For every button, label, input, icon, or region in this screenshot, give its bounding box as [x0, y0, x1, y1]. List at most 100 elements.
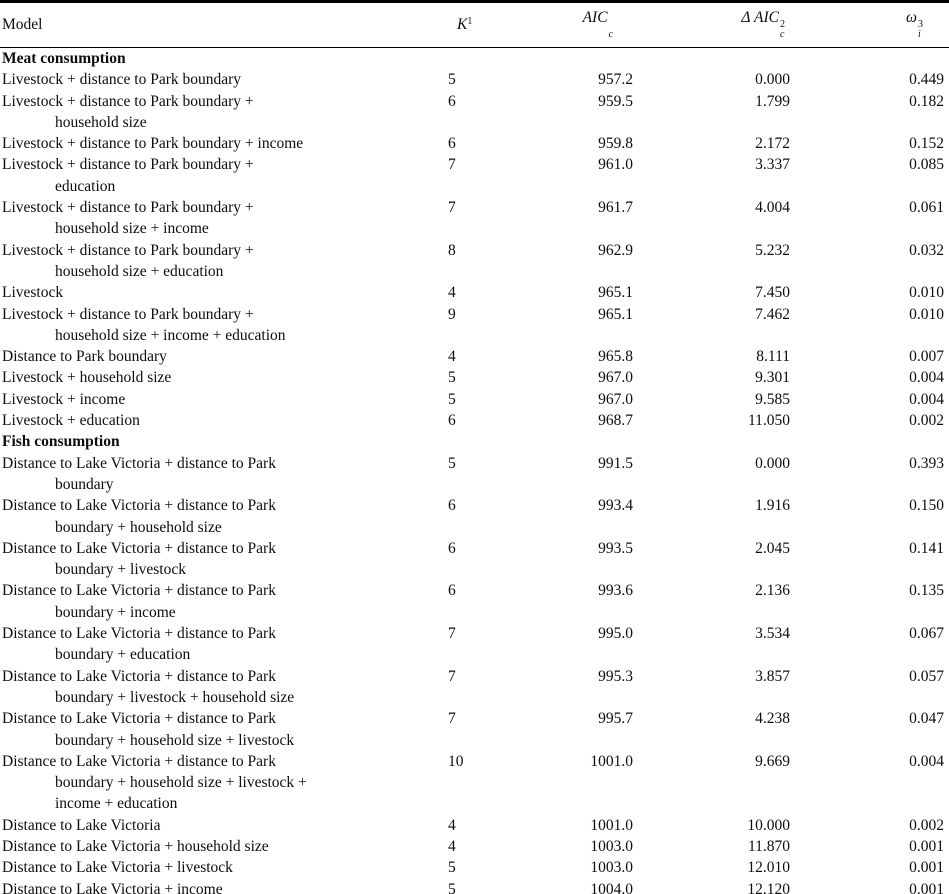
aicc-cell: 957.2 — [598, 71, 633, 89]
model-cell: Distance to Lake Victoria + income — [2, 880, 223, 894]
aicc-cell: 967.0 — [598, 369, 633, 387]
weight-cell: 0.141 — [909, 539, 944, 557]
aicc-cell: 959.5 — [598, 92, 633, 110]
table-row: Distance to Lake Victoria + livestock 5 … — [0, 857, 949, 878]
table-row: Distance to Lake Victoria + distance to … — [0, 751, 949, 815]
table-row: Distance to Lake Victoria + distance to … — [0, 666, 949, 709]
aicc-cell: 993.5 — [598, 539, 633, 557]
weight-cell: 0.002 — [909, 412, 944, 430]
aicc-cell: 993.4 — [598, 497, 633, 515]
table-row: Livestock 4 965.1 7.450 0.010 — [0, 282, 949, 303]
aicc-cell: 991.5 — [598, 454, 633, 472]
delta-footnote-marker: 2 — [780, 19, 785, 30]
model-cell: Livestock + distance to Park boundary + … — [2, 92, 254, 131]
model-cell: Distance to Lake Victoria + distance to … — [2, 625, 276, 664]
weight-cell: 0.182 — [909, 92, 944, 110]
model-cell: Distance to Park boundary — [2, 348, 167, 366]
table-body: Meat consumption Livestock + distance to… — [0, 48, 949, 894]
k-cell: 6 — [448, 92, 456, 110]
delta-aicc-cell: 9.301 — [755, 369, 790, 387]
weight-cell: 0.001 — [909, 859, 944, 877]
delta-aicc-cell: 10.000 — [747, 816, 790, 834]
weight-header-label: ω — [906, 9, 917, 26]
table-row: Distance to Lake Victoria + household si… — [0, 836, 949, 857]
column-header-k: K1 — [446, 3, 490, 48]
weight-cell: 0.032 — [909, 241, 944, 259]
aicc-header-label: AIC — [582, 9, 608, 26]
weight-cell: 0.007 — [909, 348, 944, 366]
k-cell: 5 — [448, 369, 456, 387]
aicc-cell: 967.0 — [598, 390, 633, 408]
column-header-model: Model — [0, 3, 446, 48]
k-cell: 5 — [448, 859, 456, 877]
table-row: Livestock + education 6 968.7 11.050 0.0… — [0, 410, 949, 431]
table-row: Livestock + household size 5 967.0 9.301… — [0, 367, 949, 388]
k-cell: 9 — [448, 305, 456, 323]
weight-cell: 0.152 — [909, 135, 944, 153]
model-header-label: Model — [2, 15, 43, 33]
k-cell: 6 — [448, 135, 456, 153]
k-cell: 6 — [448, 412, 456, 430]
model-cell: Distance to Lake Victoria + livestock — [2, 859, 233, 877]
section-label: Meat consumption — [2, 50, 126, 67]
aicc-cell: 995.3 — [598, 667, 633, 685]
k-cell: 6 — [448, 539, 456, 557]
table-row: Livestock + distance to Park boundary + … — [0, 154, 949, 197]
delta-aicc-cell: 8.111 — [756, 348, 790, 366]
k-cell: 7 — [448, 199, 456, 217]
delta-aicc-cell: 11.870 — [747, 837, 790, 855]
k-cell: 7 — [448, 667, 456, 685]
weight-cell: 0.004 — [909, 390, 944, 408]
table-row: Livestock + distance to Park boundary + … — [0, 91, 949, 134]
table-row: Livestock + distance to Park boundary + … — [0, 304, 949, 347]
model-cell: Livestock + distance to Park boundary — [2, 71, 242, 89]
aicc-cell: 1003.0 — [590, 859, 633, 877]
aicc-cell: 1003.0 — [590, 837, 633, 855]
table-row: Distance to Lake Victoria + distance to … — [0, 580, 949, 623]
delta-aicc-cell: 12.010 — [747, 859, 790, 877]
table-row: Distance to Lake Victoria + distance to … — [0, 623, 949, 666]
table-row: Distance to Lake Victoria + distance to … — [0, 708, 949, 751]
model-cell: Livestock + income — [2, 390, 126, 408]
model-cell: Livestock + distance to Park boundary + … — [2, 305, 286, 344]
model-cell: Distance to Lake Victoria + distance to … — [2, 582, 276, 621]
delta-aicc-cell: 9.585 — [755, 390, 790, 408]
model-cell: Livestock + distance to Park boundary + … — [2, 199, 254, 238]
aicc-cell: 965.1 — [598, 305, 633, 323]
section-header-row: Fish consumption — [0, 431, 949, 452]
aicc-cell: 962.9 — [598, 241, 633, 259]
aicc-cell: 965.1 — [598, 284, 633, 302]
weight-cell: 0.004 — [909, 752, 944, 770]
model-cell: Distance to Lake Victoria + distance to … — [2, 752, 307, 813]
weight-cell: 0.004 — [909, 369, 944, 387]
table-row: Distance to Lake Victoria + distance to … — [0, 453, 949, 496]
k-cell: 5 — [448, 390, 456, 408]
aicc-cell: 1004.0 — [590, 880, 633, 894]
table-row: Distance to Park boundary 4 965.8 8.111 … — [0, 346, 949, 367]
table-row: Distance to Lake Victoria + distance to … — [0, 538, 949, 581]
column-header-delta-aicc: Δ AIC 2 c — [633, 3, 790, 48]
delta-aicc-cell: 4.238 — [755, 710, 790, 728]
k-cell: 8 — [448, 241, 456, 259]
table-row: Distance to Lake Victoria 4 1001.0 10.00… — [0, 815, 949, 836]
aicc-cell: 968.7 — [598, 412, 633, 430]
table-row: Livestock + distance to Park boundary + … — [0, 240, 949, 283]
model-cell: Distance to Lake Victoria + distance to … — [2, 710, 295, 749]
delta-aicc-cell: 2.045 — [755, 539, 790, 557]
k-footnote-marker: 1 — [467, 15, 473, 27]
aicc-cell: 965.8 — [598, 348, 633, 366]
k-cell: 4 — [448, 284, 456, 302]
delta-aicc-header-label: Δ AIC — [741, 9, 779, 26]
weight-cell: 0.061 — [909, 199, 944, 217]
delta-aicc-cell: 1.916 — [755, 497, 790, 515]
aicc-cell: 961.0 — [598, 156, 633, 174]
weight-cell: 0.001 — [909, 837, 944, 855]
weight-cell: 0.085 — [909, 156, 944, 174]
delta-aicc-cell: 5.232 — [755, 241, 790, 259]
